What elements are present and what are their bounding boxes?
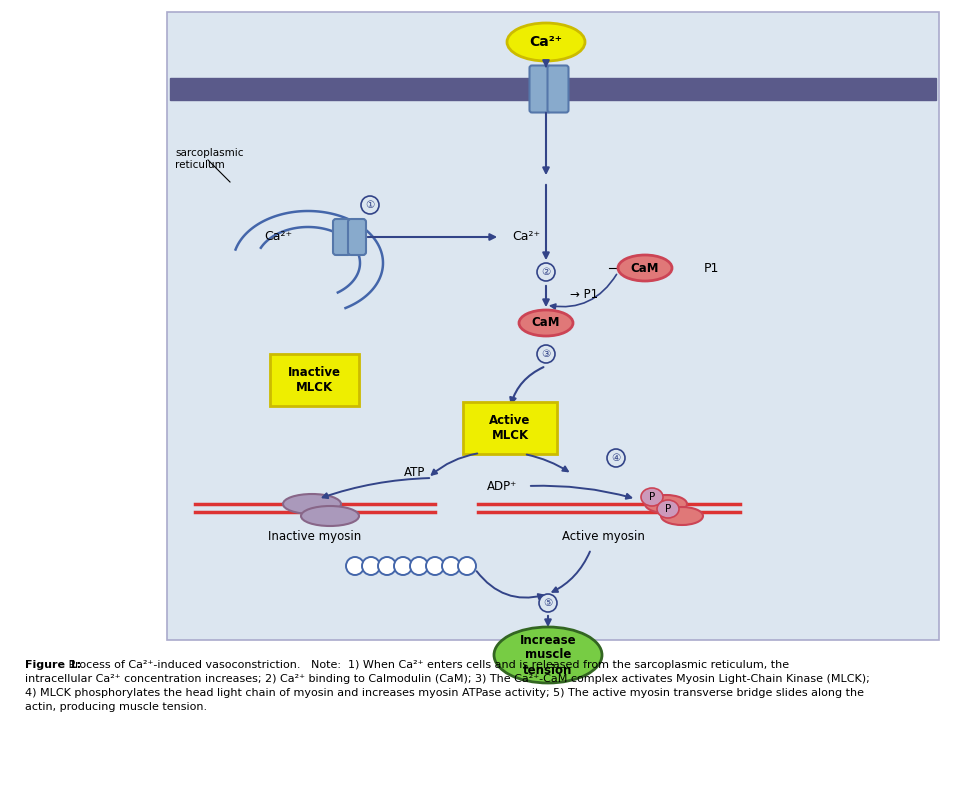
- Text: P1: P1: [704, 262, 719, 274]
- Text: 4) MLCK phosphorylates the head light chain of myosin and increases myosin ATPas: 4) MLCK phosphorylates the head light ch…: [25, 688, 864, 698]
- Circle shape: [607, 449, 625, 467]
- FancyBboxPatch shape: [170, 78, 936, 100]
- Ellipse shape: [519, 310, 573, 336]
- Ellipse shape: [494, 627, 602, 683]
- Text: Process of Ca²⁺-induced vasoconstriction.   Note:  1) When Ca²⁺ enters cells and: Process of Ca²⁺-induced vasoconstriction…: [64, 660, 788, 670]
- Ellipse shape: [657, 500, 679, 518]
- Text: sarcoplasmic
reticulum: sarcoplasmic reticulum: [175, 148, 244, 170]
- FancyBboxPatch shape: [348, 219, 366, 255]
- FancyBboxPatch shape: [270, 354, 359, 406]
- Text: ②: ②: [542, 267, 550, 277]
- Text: Ca²⁺: Ca²⁺: [529, 35, 563, 49]
- Text: CaM: CaM: [531, 316, 560, 330]
- Ellipse shape: [283, 494, 341, 514]
- Text: Inactive myosin: Inactive myosin: [269, 530, 362, 543]
- Circle shape: [394, 557, 412, 575]
- Text: P: P: [649, 492, 655, 502]
- Ellipse shape: [618, 255, 672, 281]
- Circle shape: [346, 557, 364, 575]
- Text: Figure 1:: Figure 1:: [25, 660, 82, 670]
- Text: ATP: ATP: [405, 465, 426, 478]
- Circle shape: [442, 557, 460, 575]
- FancyBboxPatch shape: [333, 219, 351, 255]
- Text: Ca²⁺: Ca²⁺: [512, 231, 540, 243]
- Text: ④: ④: [612, 453, 620, 463]
- Text: P: P: [665, 504, 671, 514]
- FancyBboxPatch shape: [529, 66, 550, 113]
- Ellipse shape: [641, 488, 663, 506]
- Text: intracellular Ca²⁺ concentration increases; 2) Ca²⁺ binding to Calmodulin (CaM);: intracellular Ca²⁺ concentration increas…: [25, 674, 870, 684]
- Ellipse shape: [645, 495, 687, 513]
- Text: ADP⁺: ADP⁺: [487, 480, 517, 492]
- Ellipse shape: [507, 23, 585, 61]
- Text: → P1: → P1: [570, 289, 598, 301]
- FancyBboxPatch shape: [463, 402, 557, 454]
- Ellipse shape: [301, 506, 359, 526]
- Circle shape: [362, 557, 380, 575]
- Text: ⑤: ⑤: [544, 598, 552, 608]
- Text: Active
MLCK: Active MLCK: [489, 414, 530, 442]
- Text: Inactive
MLCK: Inactive MLCK: [288, 366, 340, 394]
- Text: actin, producing muscle tension.: actin, producing muscle tension.: [25, 702, 207, 712]
- Text: ③: ③: [542, 349, 550, 359]
- Ellipse shape: [661, 507, 703, 525]
- Circle shape: [537, 263, 555, 281]
- Circle shape: [378, 557, 396, 575]
- Circle shape: [458, 557, 476, 575]
- FancyBboxPatch shape: [548, 66, 569, 113]
- Text: Increase
muscle
tension: Increase muscle tension: [520, 634, 576, 676]
- Circle shape: [361, 196, 379, 214]
- Text: ①: ①: [365, 200, 375, 210]
- Circle shape: [537, 345, 555, 363]
- Circle shape: [539, 594, 557, 612]
- Circle shape: [426, 557, 444, 575]
- Circle shape: [410, 557, 428, 575]
- Text: Active myosin: Active myosin: [562, 530, 644, 543]
- Text: CaM: CaM: [631, 262, 659, 274]
- FancyBboxPatch shape: [167, 12, 939, 640]
- Text: Ca²⁺: Ca²⁺: [264, 231, 292, 243]
